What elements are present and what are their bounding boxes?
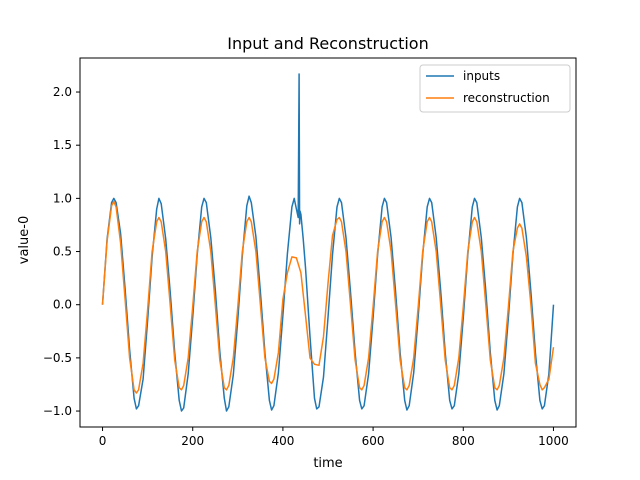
axes-frame <box>79 57 577 428</box>
series-line-reconstruction <box>101 200 555 394</box>
y-tick-label: −1.0 <box>43 404 72 418</box>
y-tick-label: 1.0 <box>53 191 72 205</box>
chart-title: Input and Reconstruction <box>227 34 428 53</box>
y-tick-label: 0.0 <box>53 298 72 312</box>
y-tick-label: 0.5 <box>53 245 72 259</box>
legend: inputs reconstruction <box>419 64 571 113</box>
x-tick-label: 200 <box>181 434 204 448</box>
x-tick-label: 400 <box>271 434 294 448</box>
x-tick-label: 1000 <box>538 434 569 448</box>
legend-box <box>419 64 571 113</box>
series-line-inputs <box>101 73 555 412</box>
x-tick-label: 0 <box>99 434 107 448</box>
x-tick-label: 800 <box>452 434 475 448</box>
legend-label-reconstruction: reconstruction <box>463 91 550 105</box>
y-tick-label: 1.5 <box>53 138 72 152</box>
y-axis-label: value-0 <box>17 216 32 264</box>
legend-label-inputs: inputs <box>463 69 500 83</box>
x-axis: 0 200 400 600 800 1000 <box>99 427 569 448</box>
y-axis: −1.0 −0.5 0.0 0.5 1.0 1.5 2.0 <box>43 85 80 418</box>
y-tick-label: 2.0 <box>53 85 72 99</box>
y-tick-label: −0.5 <box>43 351 72 365</box>
x-tick-label: 600 <box>362 434 385 448</box>
x-axis-label: time <box>313 456 342 471</box>
plot-area <box>101 73 555 412</box>
